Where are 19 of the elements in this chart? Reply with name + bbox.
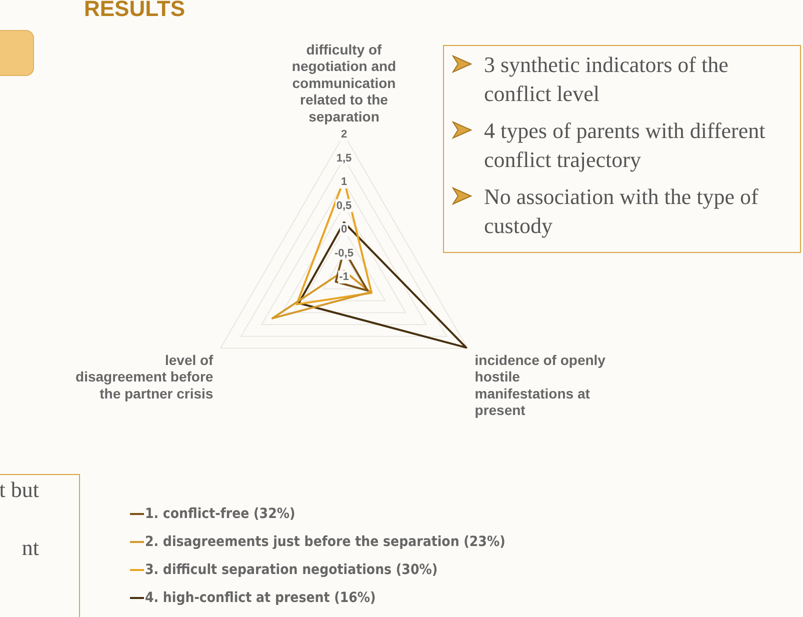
y-tick-label: -0,5: [334, 247, 354, 260]
spoke-label: incidence of openly hostile manifestations at present: [474, 352, 606, 418]
y-tick-label: 1,5: [336, 152, 352, 164]
spoke-label: difficulty of negotiation and communication related to the separation: [292, 41, 396, 124]
legend-label: 3. difficult separation negotiations (30%): [145, 562, 438, 578]
text: nt: [20, 534, 39, 562]
legend-label: 2. disagreements just before the separation (23%): [145, 534, 506, 550]
text: No association with the type of custody: [484, 184, 758, 238]
text: 4 types of parents with different conflict trajectory: [484, 118, 766, 172]
y-tick-label: 2: [340, 128, 348, 141]
legend-label: 1. conflict-free (32%): [145, 506, 296, 522]
spoke-label: level of disagreement before the partner crisis: [76, 352, 214, 402]
text: 3 synthetic indicators of the conflict level: [484, 52, 728, 106]
legend-label: 4. high-conflict at present (16%): [145, 590, 376, 606]
y-tick-label: 0,5: [336, 200, 352, 212]
y-tick-label: 1: [340, 176, 348, 188]
y-tick-label: -1: [339, 271, 349, 284]
y-tick-label: 0: [340, 224, 348, 236]
chart-title: RESULTS: [84, 0, 186, 22]
